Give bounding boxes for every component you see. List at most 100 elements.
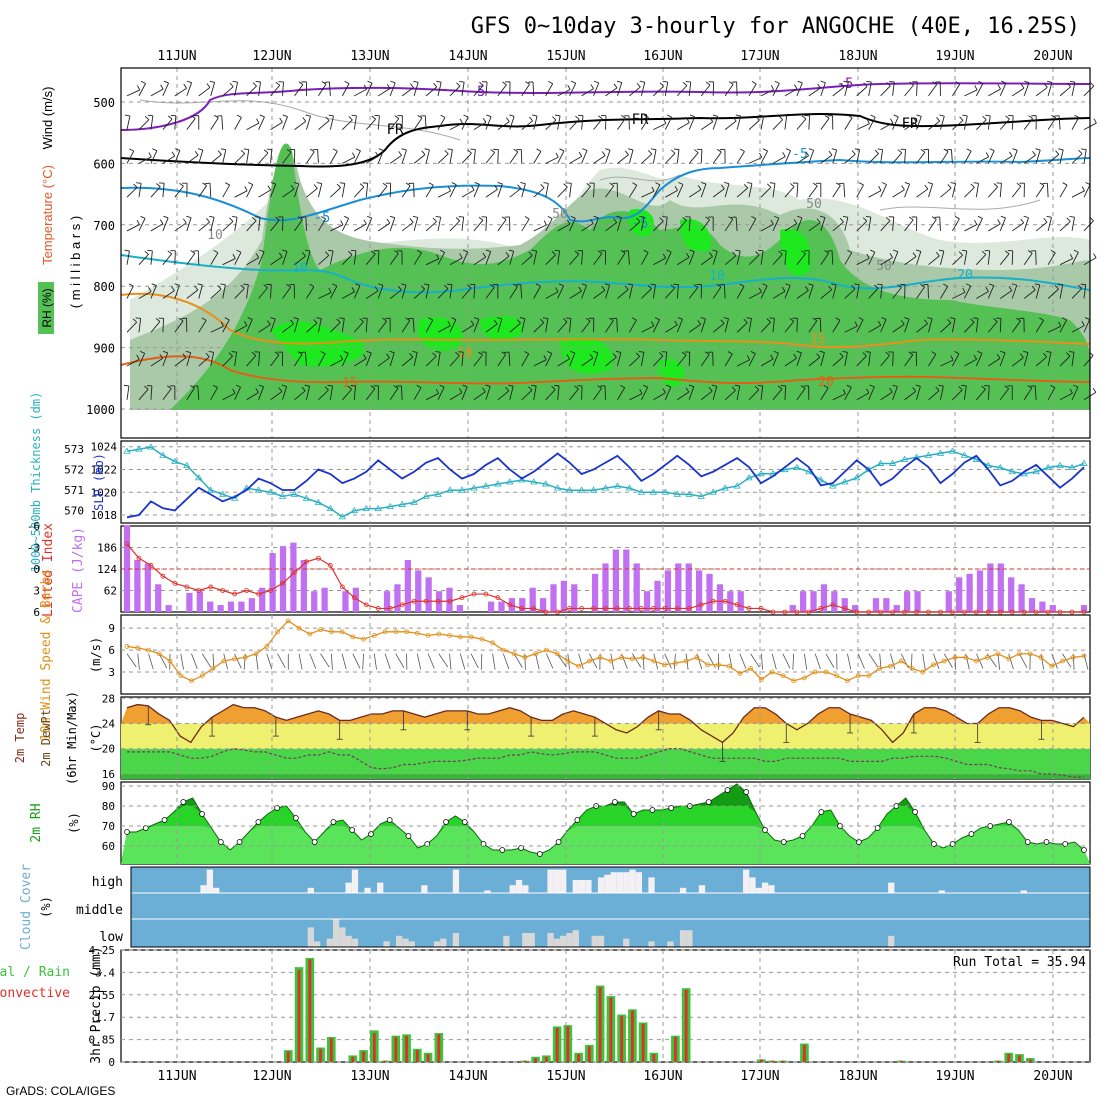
precip-conv-bar bbox=[427, 1054, 430, 1062]
cloud-high-bar bbox=[516, 880, 522, 893]
date-label-bottom: 14JUN bbox=[448, 1069, 487, 1084]
rh2m-fill-light bbox=[121, 826, 1090, 864]
temp-ytick: 20 bbox=[102, 743, 115, 756]
wind10-barb bbox=[278, 654, 286, 668]
cape-bar bbox=[498, 602, 504, 612]
precip-conv-bar bbox=[566, 1026, 569, 1062]
cape-bar bbox=[217, 605, 223, 612]
cloud-high-bar bbox=[629, 870, 635, 893]
cloud-high-bar bbox=[888, 883, 894, 893]
precip-conv-bar bbox=[287, 1051, 290, 1062]
wind10-barb bbox=[181, 654, 184, 670]
cape-bar bbox=[1050, 605, 1056, 612]
date-label-top: 20JUN bbox=[1033, 49, 1072, 64]
cloud-low-bar bbox=[503, 936, 509, 947]
precip-conv-bar bbox=[308, 959, 311, 1062]
wind10-barb bbox=[923, 654, 926, 670]
precip-conv-bar bbox=[685, 990, 688, 1062]
wind10-barb bbox=[428, 654, 434, 669]
cape-bar bbox=[238, 602, 244, 612]
rh2m-point bbox=[387, 818, 392, 823]
precip-conv-bar bbox=[1007, 1054, 1010, 1062]
upper-ytick: 1000 bbox=[86, 403, 115, 417]
cape-bar bbox=[145, 563, 151, 612]
cloud-low-bar bbox=[453, 933, 459, 947]
precip-conv-bar bbox=[620, 1016, 623, 1062]
precip-conv-bar bbox=[642, 1024, 645, 1062]
precip-ylabel: 3hr Precip (mm) bbox=[89, 946, 104, 1063]
cloud-high-bar bbox=[510, 885, 516, 893]
date-label-top: 16JUN bbox=[643, 49, 682, 64]
wind-barb-flag bbox=[985, 115, 990, 116]
wind-barb-flag bbox=[974, 183, 979, 184]
upper-label-rh: RH (%) bbox=[40, 288, 54, 327]
rh2m-point bbox=[631, 812, 636, 817]
date-label-bottom: 17JUN bbox=[740, 1069, 779, 1084]
precip-conv-bar bbox=[330, 1038, 333, 1062]
contour-label: 15 bbox=[810, 332, 826, 347]
cape-bar bbox=[914, 591, 920, 612]
wind10-barb bbox=[299, 654, 302, 670]
date-label-top: 18JUN bbox=[838, 49, 877, 64]
cloud-level-label: middle bbox=[76, 903, 123, 918]
cape-bar bbox=[550, 584, 556, 612]
wind10-barb bbox=[847, 654, 850, 670]
precip-conv-bar bbox=[771, 1061, 774, 1062]
wind10-barb bbox=[244, 654, 245, 670]
cloud-low-bar bbox=[333, 919, 339, 947]
wind-barb-flag bbox=[232, 352, 237, 353]
cape-bar bbox=[686, 563, 692, 612]
cloud-high-bar bbox=[421, 885, 427, 893]
cloud-low-bar bbox=[554, 939, 560, 947]
upper-yunit: ( m i l l i b a r s ) bbox=[68, 216, 83, 308]
precip-conv-bar bbox=[1029, 1059, 1032, 1062]
wind-barb-flag bbox=[256, 81, 261, 82]
cloud-high-bar bbox=[598, 877, 604, 893]
cloud-high-bar bbox=[699, 885, 705, 893]
rh2m-point bbox=[162, 818, 167, 823]
rh2m-point bbox=[312, 840, 317, 845]
wind-barb-flag bbox=[447, 284, 452, 285]
cloud-low-bar bbox=[339, 927, 345, 947]
cloud-low-bar bbox=[402, 939, 408, 947]
cape-bar bbox=[998, 563, 1004, 612]
precip-ytick: 0 bbox=[108, 1056, 115, 1069]
cloud-high-bar bbox=[579, 880, 585, 893]
precip-conv-bar bbox=[674, 1037, 677, 1062]
wind-ytick: 9 bbox=[108, 622, 115, 635]
cape-bar bbox=[987, 563, 993, 612]
cape-bar bbox=[800, 591, 806, 612]
cloud-low-bar bbox=[648, 941, 654, 947]
cloud-high-bar bbox=[522, 885, 528, 893]
wind10-barb bbox=[363, 654, 364, 670]
rh2m-point bbox=[218, 840, 223, 845]
cape-bar bbox=[623, 550, 629, 612]
cloud-low-bar bbox=[308, 927, 314, 947]
rh2m-point bbox=[125, 830, 130, 835]
cloud-high-bar bbox=[377, 883, 383, 893]
cloud-low-bar bbox=[383, 941, 389, 947]
wind10-barb bbox=[331, 654, 332, 670]
contour-label: 50 bbox=[806, 197, 822, 212]
wind-barb-flag bbox=[1093, 253, 1096, 257]
contour-label: -5 bbox=[632, 216, 649, 232]
wind-barb-flag bbox=[1090, 83, 1094, 86]
cape-bar bbox=[270, 553, 276, 612]
wind-barb-flag bbox=[328, 385, 333, 386]
cloud-low-bar bbox=[346, 936, 352, 947]
rh2m-point bbox=[612, 800, 617, 805]
cape-bar bbox=[165, 605, 171, 612]
precip-conv-bar bbox=[523, 1061, 526, 1062]
date-label-bottom: 11JUN bbox=[157, 1069, 196, 1084]
cape-bar bbox=[946, 591, 952, 612]
wind10-barb bbox=[611, 654, 614, 670]
wind10-barb bbox=[374, 654, 376, 670]
cape-bar bbox=[706, 574, 712, 612]
upper-panel-labels: Wind (m/s) Temperature (°C) RH (%) ( m i… bbox=[38, 87, 83, 334]
contour-label: -5 bbox=[314, 210, 331, 226]
rh2m-point bbox=[444, 820, 449, 825]
wind-barb-flag bbox=[1093, 388, 1096, 392]
upper-ytick: 500 bbox=[93, 96, 115, 110]
rh2m-ytick: 70 bbox=[102, 820, 115, 833]
date-label-bottom: 13JUN bbox=[350, 1069, 389, 1084]
